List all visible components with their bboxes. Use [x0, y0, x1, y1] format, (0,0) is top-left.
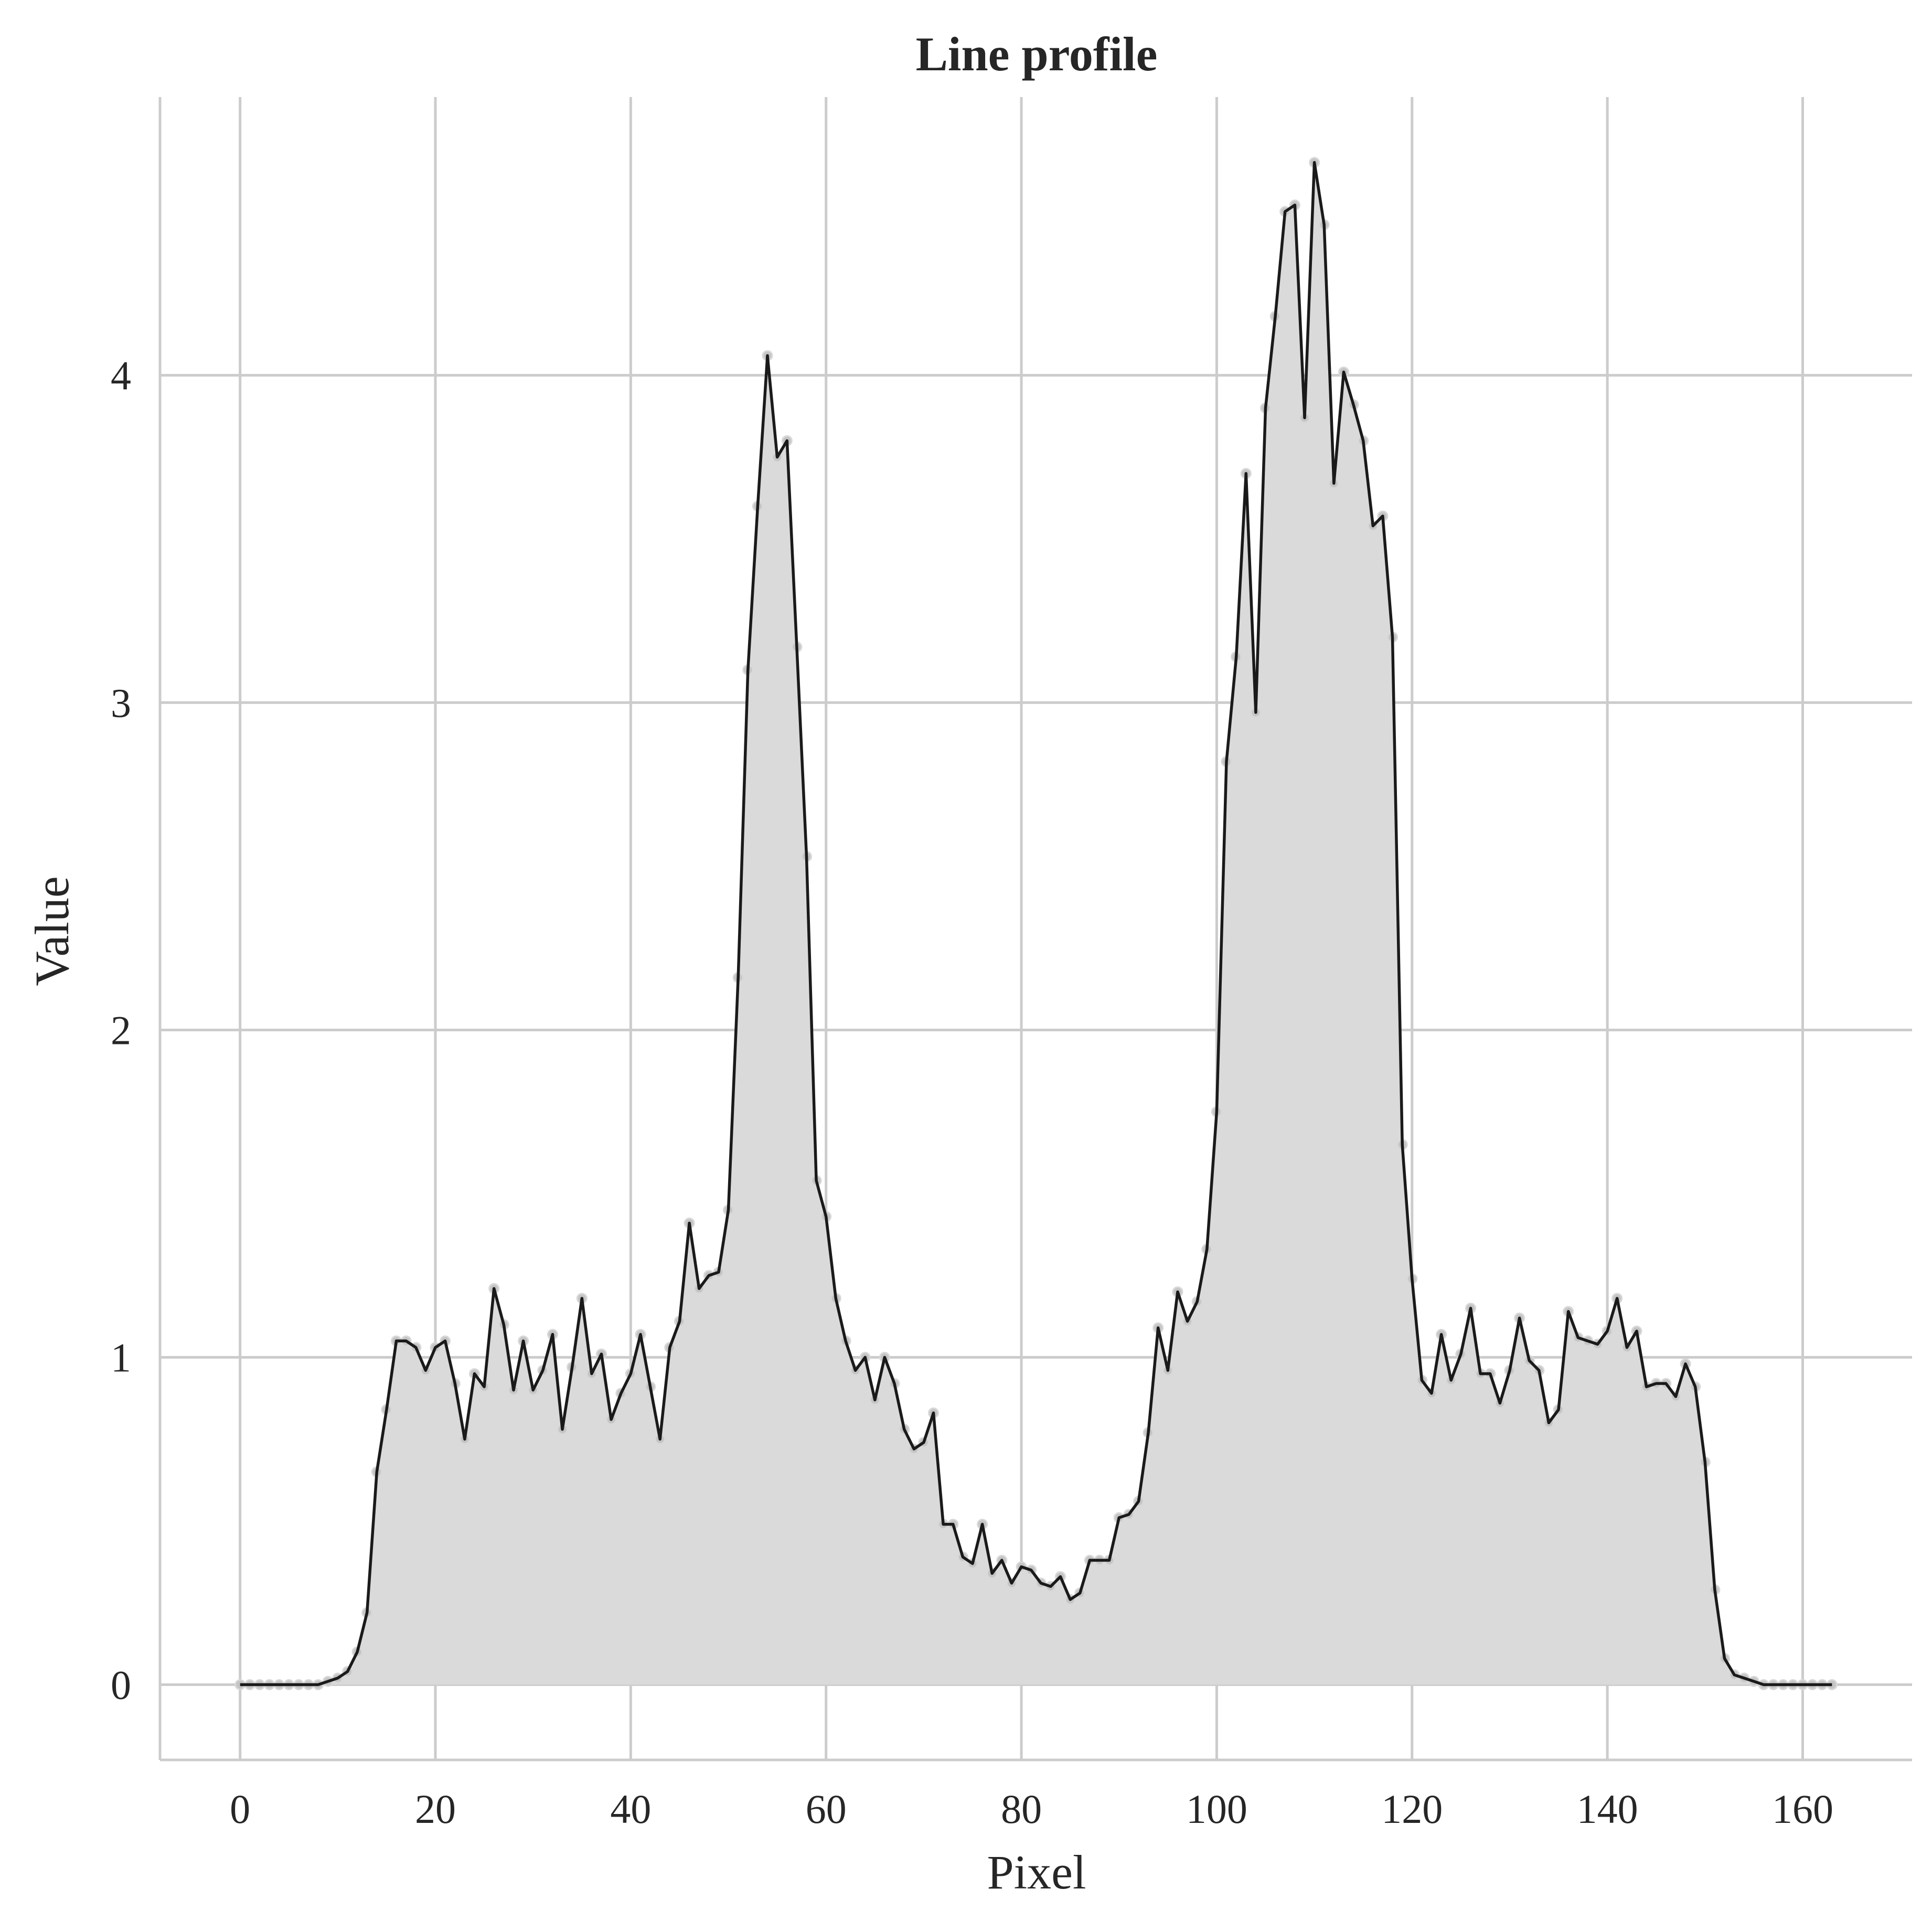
area-fill: [240, 162, 1832, 1685]
x-tick-labels: 0 20 40 60 80 100 120 140 160: [230, 1786, 1833, 1832]
y-tick-label: 2: [111, 1007, 131, 1053]
y-tick-label: 4: [111, 353, 131, 398]
x-tick-label: 0: [230, 1786, 250, 1832]
x-tick-label: 100: [1186, 1786, 1247, 1832]
y-tick-labels: 0 1 2 3 4: [111, 353, 131, 1707]
chart-title: Line profile: [916, 27, 1158, 81]
y-tick-label: 1: [111, 1335, 131, 1380]
x-tick-label: 120: [1381, 1786, 1443, 1832]
x-tick-label: 40: [610, 1786, 651, 1832]
y-tick-label: 0: [111, 1662, 131, 1707]
x-tick-label: 20: [415, 1786, 456, 1832]
x-tick-label: 60: [806, 1786, 847, 1832]
y-tick-label: 3: [111, 680, 131, 725]
y-axis-label: Value: [25, 876, 79, 986]
x-tick-label: 160: [1772, 1786, 1833, 1832]
x-tick-label: 80: [1001, 1786, 1042, 1832]
x-axis-label: Pixel: [987, 1845, 1086, 1899]
series-line: [240, 161, 1832, 1687]
x-tick-label: 140: [1577, 1786, 1638, 1832]
